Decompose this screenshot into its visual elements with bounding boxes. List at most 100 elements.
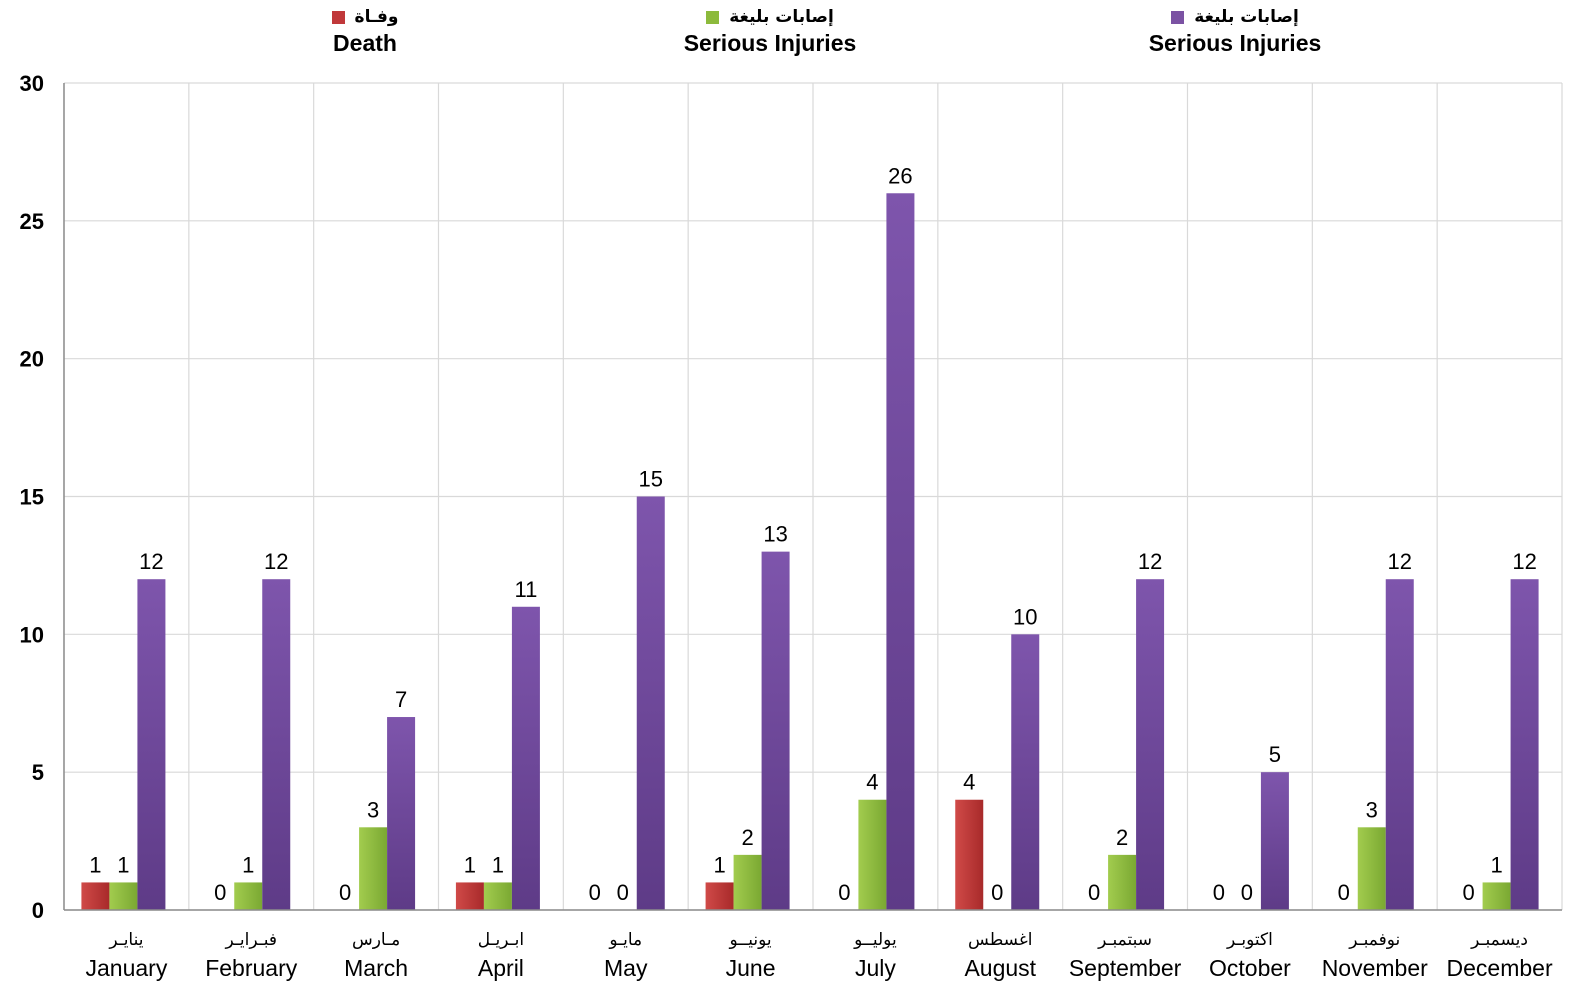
y-tick-label: 0	[32, 898, 44, 923]
bar-serious-injuries-green	[733, 854, 762, 910]
y-tick-label: 5	[32, 760, 44, 785]
data-label: 13	[763, 522, 787, 547]
x-tick-label: June	[726, 955, 776, 981]
data-label: 26	[888, 163, 912, 188]
data-label: 4	[866, 770, 878, 795]
data-label: 1	[492, 852, 504, 877]
bar-death	[81, 882, 110, 910]
data-label: 0	[1213, 880, 1225, 905]
bar-serious-injuries-green	[1108, 854, 1137, 910]
data-label: 0	[1338, 880, 1350, 905]
bar-serious-injuries-green	[1357, 827, 1386, 910]
x-tick-label: August	[964, 955, 1036, 981]
data-label: 1	[89, 852, 101, 877]
data-label: 0	[214, 880, 226, 905]
bar-serious-injuries-purple	[511, 606, 540, 910]
bar-serious-injuries-purple	[1385, 579, 1414, 910]
y-tick-label: 30	[20, 71, 44, 96]
x-tick-label: April	[478, 955, 524, 981]
x-tick-label-ar: نوفمبـر	[1348, 930, 1400, 950]
data-label: 0	[1462, 880, 1474, 905]
x-tick-label-ar: فبـرايـر	[225, 930, 277, 950]
data-label: 1	[117, 852, 129, 877]
data-label: 1	[242, 852, 254, 877]
x-tick-label: November	[1322, 955, 1428, 981]
data-label: 0	[1241, 880, 1253, 905]
data-label: 15	[639, 467, 663, 492]
x-tick-label: March	[344, 955, 408, 981]
x-tick-label: January	[86, 955, 168, 981]
data-label: 12	[1512, 549, 1536, 574]
bar-serious-injuries-purple	[137, 579, 166, 910]
legend-item-serious-injuries-purple: إصابات بليغة Serious Injuries	[1125, 6, 1345, 57]
data-label: 4	[963, 770, 975, 795]
bar-death	[705, 882, 734, 910]
bar-serious-injuries-green	[234, 882, 263, 910]
data-label: 3	[1366, 797, 1378, 822]
bar-serious-injuries-purple	[1011, 634, 1040, 910]
legend-label-ar: إصابات بليغة	[1194, 7, 1299, 27]
x-tick-label-ar: يوليــو	[853, 930, 897, 950]
data-label: 12	[139, 549, 163, 574]
data-label: 0	[339, 880, 351, 905]
bar-serious-injuries-green	[359, 827, 388, 910]
x-tick-label-ar: ينايـر	[108, 930, 143, 950]
data-label: 2	[1116, 825, 1128, 850]
x-tick-label-ar: اغسطس	[968, 930, 1032, 950]
legend-label-en: Serious Injuries	[1148, 30, 1322, 56]
x-tick-label: October	[1209, 955, 1291, 981]
y-tick-label: 10	[20, 622, 44, 647]
legend-item-serious-injuries-green: إصابات بليغة Serious Injuries	[660, 6, 880, 57]
legend-item-death: وفـاة Death	[300, 6, 430, 57]
data-label: 3	[367, 797, 379, 822]
data-label: 12	[1138, 549, 1162, 574]
data-label: 12	[264, 549, 288, 574]
x-tick-label: May	[604, 955, 648, 981]
bar-serious-injuries-purple	[1136, 579, 1165, 910]
legend-label-ar: وفـاة	[354, 7, 399, 27]
data-label: 10	[1013, 604, 1037, 629]
x-tick-label: September	[1069, 955, 1182, 981]
data-label: 1	[1490, 852, 1502, 877]
x-tick-label-ar: اكتوبـر	[1226, 930, 1273, 950]
legend-swatch-green	[706, 10, 720, 24]
y-tick-label: 15	[20, 485, 44, 510]
data-label: 7	[395, 687, 407, 712]
bar-serious-injuries-purple	[636, 496, 665, 910]
bar-serious-injuries-green	[1482, 882, 1511, 910]
legend-swatch-purple	[1171, 10, 1185, 24]
bar-serious-injuries-purple	[886, 193, 915, 910]
axes: 051015202530ينايـرJanuaryفبـرايـرFebruar…	[20, 71, 1562, 981]
x-tick-label-ar: يونيــو	[729, 930, 772, 950]
data-label: 2	[741, 825, 753, 850]
bar-serious-injuries-green	[858, 799, 887, 910]
x-tick-label-ar: سبتمبـر	[1097, 930, 1152, 950]
bar-serious-injuries-green	[483, 882, 512, 910]
y-tick-label: 20	[20, 347, 44, 372]
bar-serious-injuries-purple	[1510, 579, 1539, 910]
data-label: 5	[1269, 742, 1281, 767]
data-label: 1	[464, 852, 476, 877]
bar-serious-injuries-purple	[387, 717, 416, 910]
x-tick-label-ar: مـارس	[352, 930, 400, 950]
bar-death	[455, 882, 484, 910]
bars	[81, 193, 1539, 910]
legend-label-ar: إصابات بليغة	[729, 7, 834, 27]
bar-serious-injuries-green	[109, 882, 138, 910]
bar-death	[955, 799, 984, 910]
legend-label-en: Death	[333, 30, 397, 56]
data-label: 11	[514, 577, 537, 602]
data-label: 1	[713, 852, 725, 877]
data-label: 0	[1088, 880, 1100, 905]
bar-serious-injuries-purple	[262, 579, 291, 910]
data-label: 0	[991, 880, 1003, 905]
data-label: 12	[1388, 549, 1412, 574]
x-tick-label-ar: ابـريـل	[478, 930, 524, 950]
data-label: 0	[617, 880, 629, 905]
y-tick-label: 25	[20, 209, 44, 234]
bar-serious-injuries-purple	[761, 551, 790, 910]
x-tick-label-ar: مايـو	[608, 930, 642, 950]
data-label: 0	[589, 880, 601, 905]
